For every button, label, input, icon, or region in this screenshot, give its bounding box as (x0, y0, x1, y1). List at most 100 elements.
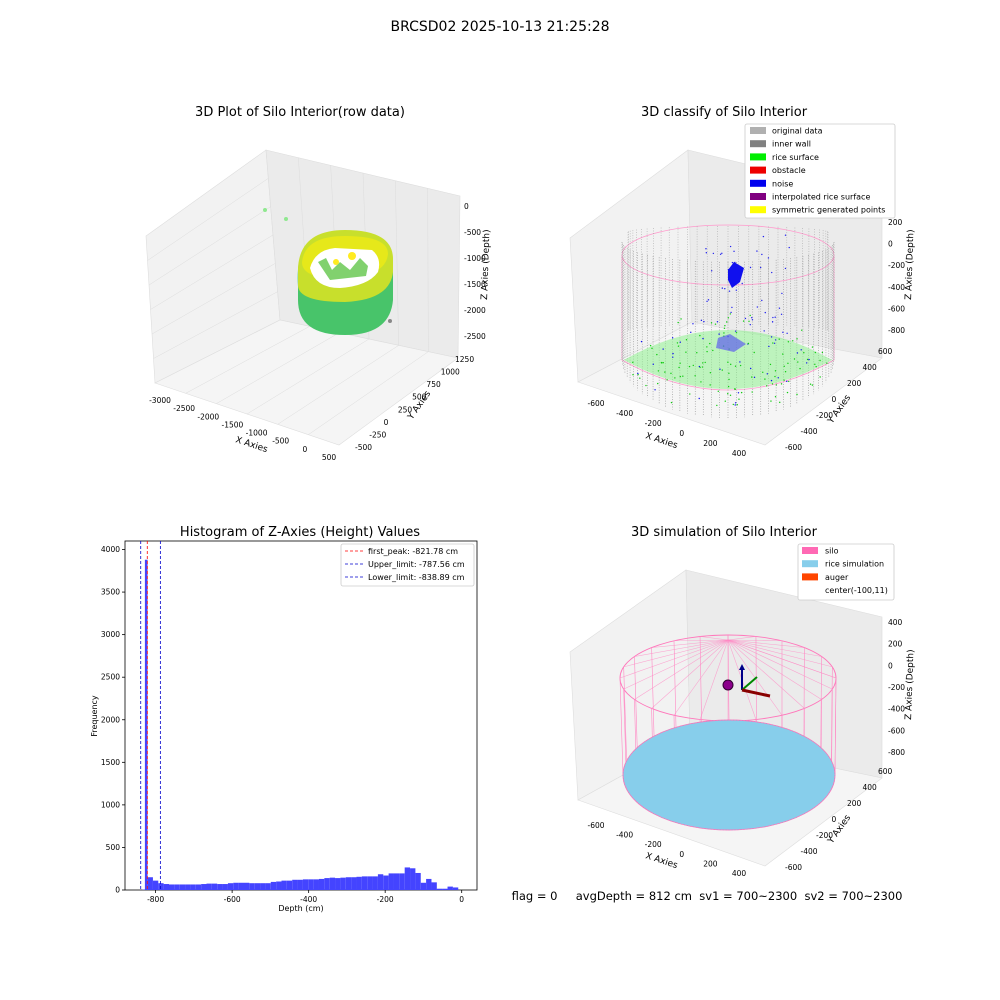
histogram-axes-frame (124, 540, 478, 891)
histogram-y-tick-label: 3000 (101, 630, 120, 639)
classify-legend-swatch (750, 153, 766, 161)
classify-x-tick-label: 0 (679, 429, 684, 438)
histogram-ticks: -800 -600 -400 -200 0 0 500 1000 1500 2000 2500 300… (101, 545, 464, 904)
raw-x-tick-label: -1000 (246, 429, 268, 438)
simulation-legend-label: silo (825, 547, 839, 556)
panel-classify: 3D classify of Silo Interior original da… (569, 105, 916, 458)
raw-y-tick-label: 250 (398, 405, 413, 414)
histogram-bar (308, 879, 314, 890)
simulation-legend-swatch (802, 560, 818, 568)
histogram-bar (361, 876, 368, 890)
simulation-legend-swatch (802, 547, 818, 554)
histogram-bar (243, 882, 250, 890)
histogram-bar (436, 888, 443, 890)
raw-y-tick-label: -500 (355, 443, 372, 452)
histogram-bar (324, 878, 330, 890)
raw-x-tick-label: 0 (302, 445, 307, 454)
simulation-silo (619, 634, 837, 831)
histogram-bar (227, 883, 234, 890)
histogram-bar (195, 884, 202, 890)
histogram-bar (190, 884, 196, 890)
classify-legend-label: noise (772, 179, 793, 188)
histogram-x-tick-label: 0 (459, 895, 464, 904)
classify-x-tick-label: -200 (645, 419, 662, 428)
simulation-y-tick-label: 600 (878, 767, 893, 776)
histogram-bar (442, 888, 448, 890)
classify-legend-swatch (750, 166, 766, 174)
classify-y-tick-label: -400 (801, 427, 818, 436)
classify-y-axis-label: Y Axies (826, 393, 854, 426)
classify-y-tick-label: -600 (785, 443, 802, 452)
histogram-legend: first_peak: -821.78 cm Upper_limit: -787.… (340, 543, 475, 587)
histogram-legend-label: first_peak: -821.78 cm (368, 547, 458, 556)
panel-raw-data: 3D Plot of Silo Interior(row data) -3000… (145, 105, 492, 462)
histogram-bar (431, 882, 437, 890)
raw-z-tick-label: -1000 (464, 254, 486, 263)
raw-z-tick-label: -2000 (464, 306, 486, 315)
classify-legend: original data inner wall rice surface obsta… (744, 123, 896, 219)
histogram-bar (415, 872, 421, 890)
histogram-y-tick-label: 4000 (101, 545, 120, 554)
histogram-x-tick-label: -600 (224, 895, 241, 904)
panel-histogram: Histogram of Z-Axies (Height) Values -80… (90, 525, 478, 913)
raw-point-cloud (263, 208, 393, 335)
simulation-x-tick-label: 400 (732, 869, 747, 878)
classify-z-axis-label: Z Axies (Depth) (904, 229, 916, 300)
histogram-x-tick-label: -800 (147, 895, 164, 904)
classify-x-tick-label: -400 (616, 409, 633, 418)
histogram-bar (452, 887, 459, 890)
histogram-bar (233, 882, 239, 890)
histogram-y-tick-label: 2500 (101, 673, 120, 682)
histogram-bar (356, 876, 362, 890)
classify-legend-swatch (750, 140, 766, 148)
histogram-bar (447, 886, 453, 890)
histogram-bar (179, 884, 186, 890)
histogram-bar (345, 877, 352, 890)
classify-legend-label: original data (772, 127, 823, 136)
panel-classify-title: 3D classify of Silo Interior (641, 105, 808, 120)
simulation-x-tick-label: -600 (587, 821, 604, 830)
classify-z-tick-label: 0 (888, 240, 893, 249)
histogram-y-tick-label: 0 (115, 886, 120, 895)
simulation-z-tick-label: -400 (888, 705, 905, 714)
simulation-x-tick-label: 0 (679, 850, 684, 859)
raw-x-tick-label: -1500 (222, 420, 244, 429)
simulation-z-tick-label: -600 (888, 726, 905, 735)
classify-y-tick-label: 0 (832, 395, 837, 404)
classify-legend-swatch (750, 179, 766, 187)
histogram-y-tick-label: 3500 (101, 588, 120, 597)
histogram-bar (313, 879, 319, 890)
histogram-bar (222, 884, 228, 890)
histogram-bar (144, 559, 148, 890)
classify-y-tick-label: -200 (816, 411, 833, 420)
simulation-y-tick-label: -600 (785, 863, 802, 872)
histogram-bar (302, 879, 309, 890)
simulation-x-tick-label: 200 (703, 859, 718, 868)
histogram-bar (404, 867, 411, 890)
simulation-z-axis-label: Z Axies (Depth) (904, 649, 916, 720)
histogram-bar (292, 879, 298, 890)
simulation-z-tick-label: 0 (888, 661, 893, 670)
simulation-x-tick-label: -400 (616, 831, 633, 840)
histogram-bar (174, 884, 180, 890)
raw-z-tick-label: -2500 (464, 332, 486, 341)
classify-z-tick-label: -600 (888, 304, 905, 313)
histogram-bars (142, 559, 459, 890)
classify-legend-label: symmetric generated points (772, 206, 885, 215)
histogram-bar (335, 878, 341, 890)
histogram-bar (426, 878, 432, 890)
histogram-bar (281, 880, 287, 890)
simulation-rice-surface (622, 719, 836, 831)
histogram-bar (276, 881, 282, 890)
histogram-bar (367, 876, 373, 890)
simulation-z-tick-label: -200 (888, 683, 905, 692)
histogram-y-tick-label: 500 (106, 843, 121, 852)
raw-y-tick-label: 500 (412, 393, 427, 402)
classify-z-tick-label: -200 (888, 261, 905, 270)
simulation-x-axis-label: X Axies (644, 851, 679, 871)
raw-x-tick-label: 500 (322, 453, 337, 462)
histogram-bar (420, 882, 427, 890)
raw-z-tick-label: -1500 (464, 280, 486, 289)
raw-z-tick-label: 0 (464, 202, 469, 211)
